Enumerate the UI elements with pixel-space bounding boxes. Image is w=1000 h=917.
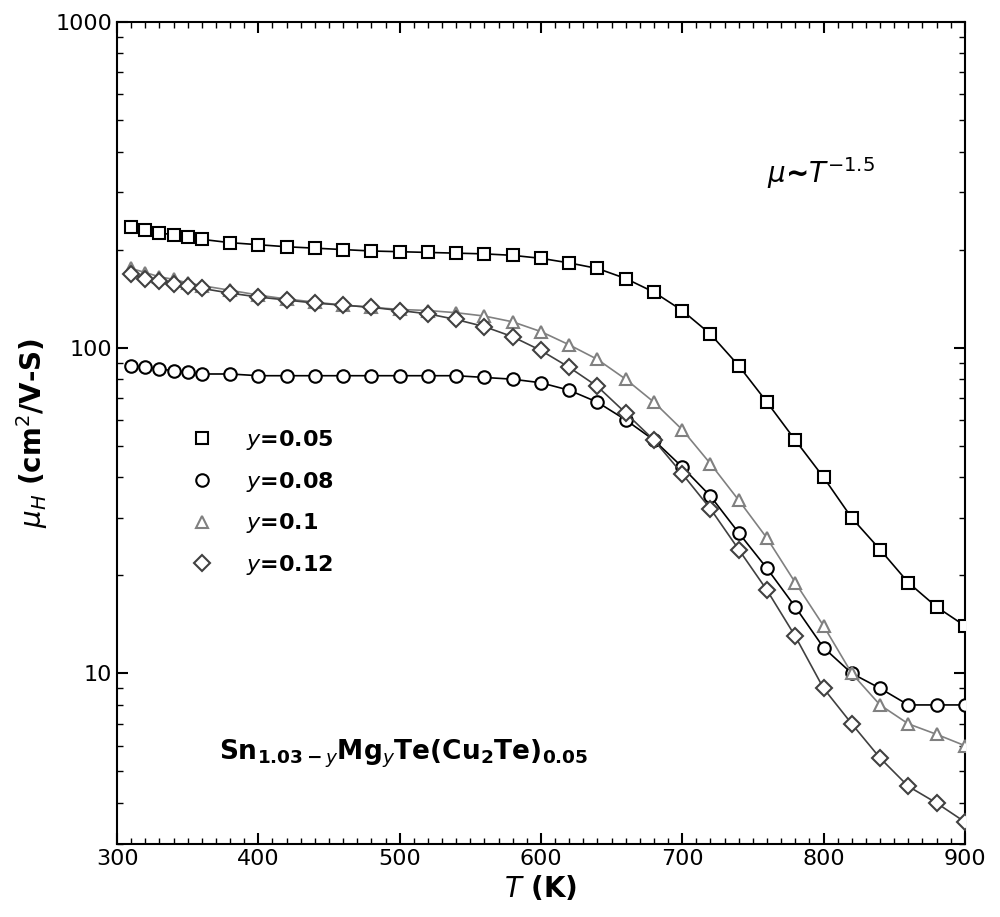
Y-axis label: $\mu_H$ (cm$^2$/V-S): $\mu_H$ (cm$^2$/V-S): [14, 337, 50, 528]
X-axis label: $T$ (K): $T$ (K): [504, 874, 578, 903]
Text: $\mu$~$T^{-1.5}$: $\mu$~$T^{-1.5}$: [767, 155, 875, 191]
Legend: $y$=0.05, $y$=0.08, $y$=0.1, $y$=0.12: $y$=0.05, $y$=0.08, $y$=0.1, $y$=0.12: [171, 419, 343, 586]
Text: $\mathbf{Sn_{1.03-\mathit{y}}Mg_{\mathit{y}}Te(Cu_2Te)_{0.05}}$: $\mathbf{Sn_{1.03-\mathit{y}}Mg_{\mathit…: [219, 737, 588, 769]
